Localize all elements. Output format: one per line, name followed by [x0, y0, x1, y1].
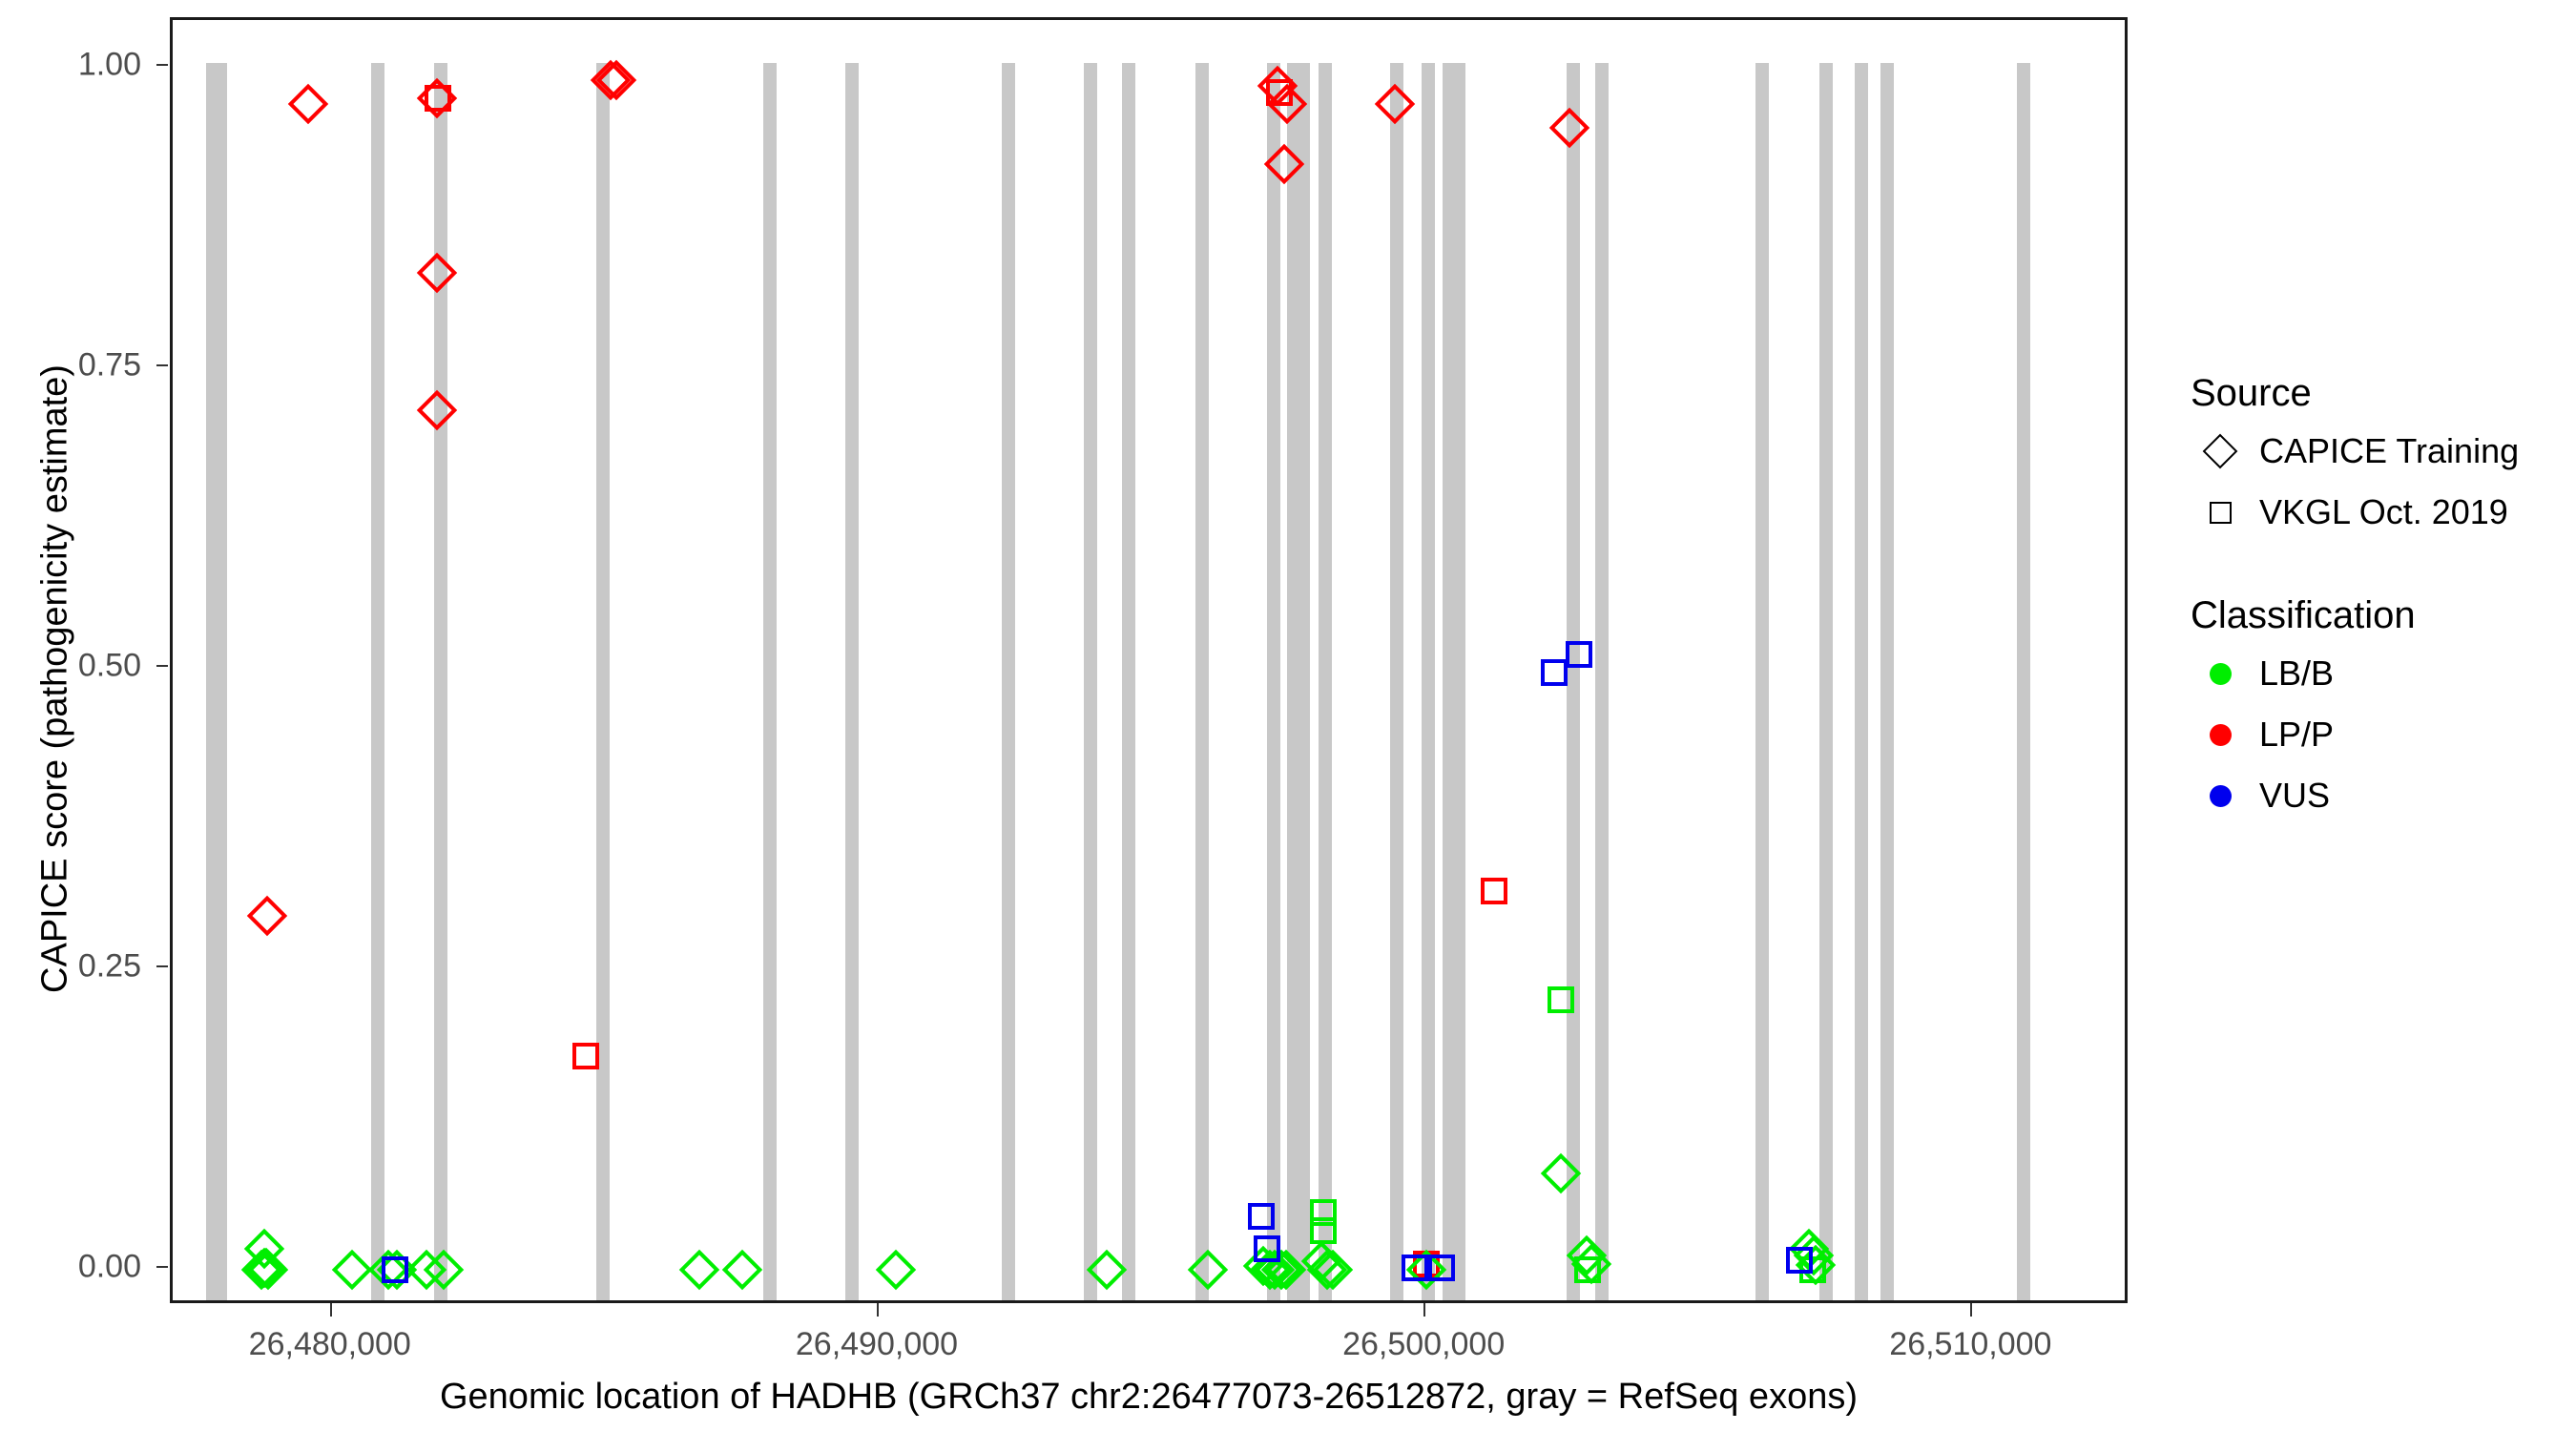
- x-axis-title: Genomic location of HADHB (GRCh37 chr2:2…: [439, 1377, 1858, 1417]
- exon-bar: [1121, 63, 1135, 1300]
- exon-bar: [595, 63, 610, 1300]
- data-point-square-VUS[interactable]: [1254, 1234, 1281, 1262]
- data-point-square-LB-B[interactable]: [1310, 1198, 1338, 1226]
- x-tick-label: 26,500,000: [1342, 1326, 1506, 1362]
- square-icon: [2191, 483, 2250, 542]
- data-point-diamond-LP-P[interactable]: [246, 895, 288, 936]
- x-tick-mark: [1970, 1303, 1973, 1317]
- data-point-square-VUS[interactable]: [1540, 659, 1568, 687]
- exon-bar: [1319, 63, 1333, 1300]
- exon-bar: [1083, 63, 1097, 1300]
- data-point-square-VUS[interactable]: [382, 1256, 409, 1284]
- y-tick-mark: [156, 965, 168, 968]
- legend-item-classification[interactable]: LB/B: [2191, 643, 2563, 704]
- legend-item-label: VUS: [2259, 776, 2331, 815]
- exon-bar: [433, 63, 447, 1300]
- legend-classification-rows: LB/B LP/P VUS: [2191, 643, 2563, 826]
- exon-bar: [1854, 63, 1868, 1300]
- data-point-diamond-LB-B[interactable]: [331, 1249, 373, 1291]
- data-point-diamond-LP-P[interactable]: [416, 252, 457, 293]
- legend-item-label: LP/P: [2259, 715, 2335, 754]
- data-point-diamond-LP-P[interactable]: [416, 390, 457, 431]
- legend-classification-title: Classification: [2191, 594, 2416, 636]
- data-point-square-LB-B[interactable]: [1547, 985, 1574, 1013]
- exon-bar: [1880, 63, 1895, 1300]
- y-tick-mark: [156, 364, 168, 367]
- x-tick-mark: [1423, 1303, 1426, 1317]
- x-tick-mark: [876, 1303, 879, 1317]
- exon-bar: [1001, 63, 1015, 1300]
- exon-bar: [763, 63, 778, 1300]
- legend-item-source[interactable]: VKGL Oct. 2019: [2191, 482, 2563, 543]
- exon-bar: [1297, 63, 1311, 1300]
- y-tick-label: 0.25: [77, 947, 141, 985]
- data-point-square-VUS[interactable]: [1402, 1254, 1429, 1281]
- plot-panel: [170, 17, 2128, 1303]
- exon-bar: [1451, 63, 1465, 1300]
- x-tick-label: 26,480,000: [248, 1326, 411, 1362]
- data-point-diamond-LB-B[interactable]: [875, 1249, 917, 1291]
- exon-bar: [1755, 63, 1769, 1300]
- data-point-square-LB-B[interactable]: [1310, 1216, 1338, 1244]
- y-tick-label: 1.00: [77, 46, 141, 83]
- y-tick-mark: [156, 665, 168, 668]
- data-point-square-LP-P[interactable]: [1265, 78, 1293, 106]
- legend-item-classification[interactable]: VUS: [2191, 765, 2563, 826]
- exon-bar: [1389, 63, 1403, 1300]
- data-point-diamond-LP-P[interactable]: [1549, 108, 1590, 149]
- y-tick-label: 0.50: [77, 647, 141, 684]
- data-point-square-VUS[interactable]: [1566, 641, 1593, 669]
- exon-bar: [1195, 63, 1210, 1300]
- exon-bar: [844, 63, 859, 1300]
- color-dot-icon: [2191, 705, 2250, 764]
- data-point-diamond-LB-B[interactable]: [721, 1249, 763, 1291]
- legend: Source CAPICE Training VKGL Oct. 2019 Cla…: [2191, 372, 2563, 826]
- exon-bar: [1595, 63, 1610, 1300]
- y-tick-label: 0.75: [77, 346, 141, 384]
- legend-source-rows: CAPICE Training VKGL Oct. 2019: [2191, 421, 2563, 543]
- color-dot-icon: [2191, 766, 2250, 825]
- data-point-square-VUS[interactable]: [1785, 1247, 1813, 1275]
- data-point-square-LP-P[interactable]: [571, 1042, 599, 1069]
- exon-bar: [1421, 63, 1435, 1300]
- exon-bar: [2017, 63, 2031, 1300]
- data-point-diamond-LB-B[interactable]: [678, 1249, 720, 1291]
- legend-item-label: VKGL Oct. 2019: [2259, 492, 2508, 531]
- exon-bar: [1818, 63, 1833, 1300]
- legend-item-label: LB/B: [2259, 653, 2335, 693]
- data-point-diamond-LP-P[interactable]: [287, 83, 329, 125]
- y-tick-mark: [156, 1266, 168, 1269]
- x-tick-label: 26,510,000: [1889, 1326, 2052, 1362]
- data-point-diamond-LP-P[interactable]: [1374, 83, 1416, 125]
- legend-spacer: [2191, 543, 2563, 594]
- color-dot-icon: [2191, 644, 2250, 703]
- exon-bar: [214, 63, 228, 1300]
- legend-source-title: Source: [2191, 372, 2312, 414]
- legend-item-source[interactable]: CAPICE Training: [2191, 421, 2563, 482]
- data-point-square-LP-P[interactable]: [1481, 878, 1508, 905]
- exon-bar: [1266, 63, 1280, 1300]
- data-point-square-VUS[interactable]: [1427, 1254, 1455, 1281]
- y-tick-label: 0.00: [77, 1248, 141, 1285]
- data-point-square-LB-B[interactable]: [1573, 1256, 1601, 1284]
- legend-item-classification[interactable]: LP/P: [2191, 704, 2563, 765]
- y-tick-mark: [156, 64, 168, 67]
- diamond-icon: [2191, 422, 2250, 481]
- exon-bar: [1567, 63, 1581, 1300]
- exon-bar: [371, 63, 385, 1300]
- data-point-square-VUS[interactable]: [1248, 1202, 1276, 1230]
- x-tick-mark: [329, 1303, 332, 1317]
- legend-item-label: CAPICE Training: [2259, 431, 2520, 470]
- x-tick-label: 26,490,000: [795, 1326, 959, 1362]
- data-point-diamond-LB-B[interactable]: [1187, 1249, 1229, 1291]
- data-point-square-LP-P[interactable]: [425, 84, 452, 112]
